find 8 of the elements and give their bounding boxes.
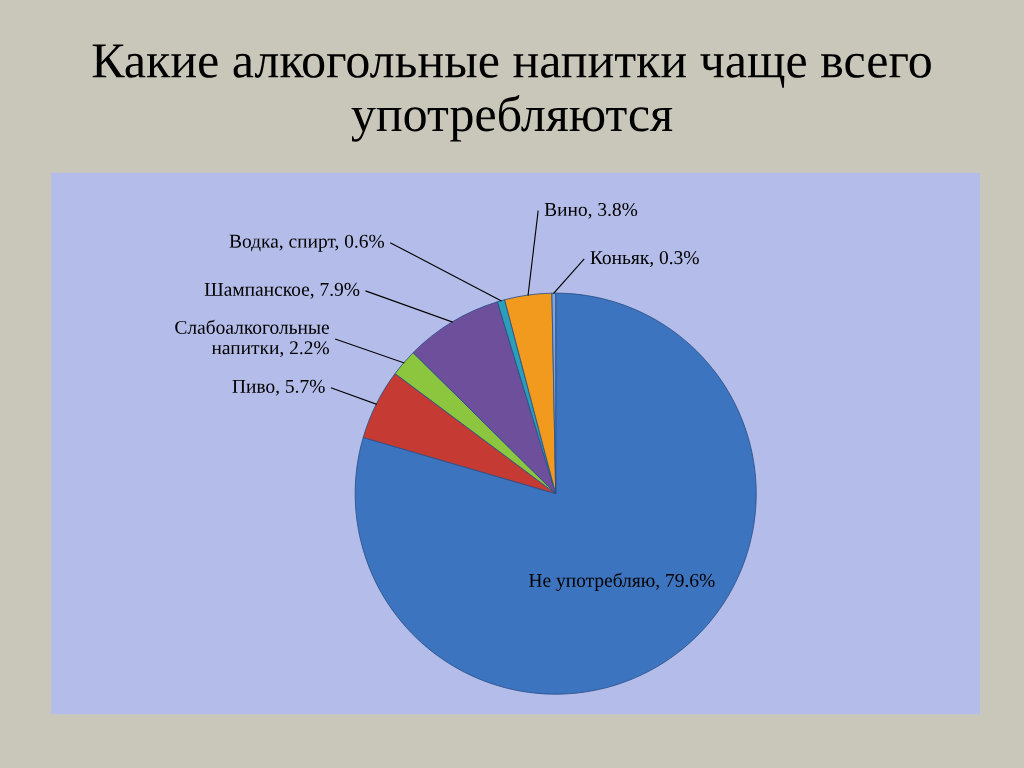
- slice-label: Водка, спирт, 0.6%: [229, 234, 385, 252]
- chart-title: Какие алкогольные напитки чаще всего употребляются: [92, 44, 931, 142]
- slice-label: Пиво, 5.7%: [232, 379, 325, 396]
- slice-label: Коньяк, 0.3%: [590, 251, 699, 267]
- slice-label: Не употребляю, 79.6%: [529, 572, 715, 591]
- slice-label: Вино, 3.8%: [544, 202, 638, 219]
- slice-label: Слабоалкогольные напитки, 2.2%: [175, 319, 329, 358]
- slice-label: Шампанское, 7.9%: [204, 282, 360, 299]
